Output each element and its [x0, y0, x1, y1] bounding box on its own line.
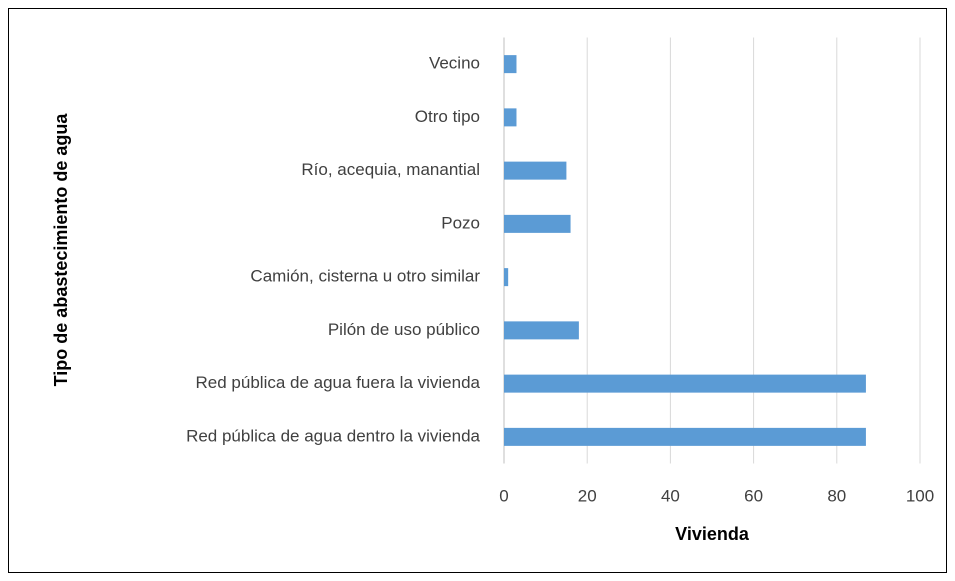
x-tick-label: 20 — [578, 486, 597, 505]
y-tick-label: Pozo — [441, 213, 480, 232]
bar — [504, 108, 517, 127]
y-tick-label: Red pública de agua fuera la vivienda — [196, 373, 481, 392]
bar — [504, 214, 571, 233]
bar — [504, 268, 509, 287]
y-tick-label: Red pública de agua dentro la vivienda — [186, 426, 480, 445]
x-tick-label: 0 — [499, 486, 508, 505]
bar — [504, 55, 517, 74]
bar — [504, 321, 579, 340]
x-tick-label: 40 — [661, 486, 680, 505]
y-tick-label: Otro tipo — [415, 107, 480, 126]
y-tick-label: Camión, cisterna u otro similar — [250, 267, 480, 286]
bar — [504, 427, 866, 446]
x-axis-title: Vivienda — [675, 524, 750, 544]
y-tick-label: Río, acequia, manantial — [301, 160, 480, 179]
bar — [504, 161, 567, 180]
x-tick-label: 60 — [744, 486, 763, 505]
x-tick-label: 80 — [827, 486, 846, 505]
y-axis-title: Tipo de abastecimiento de agua — [51, 113, 71, 387]
y-tick-label: Pilón de uso público — [328, 320, 480, 339]
x-tick-label: 100 — [906, 486, 934, 505]
bar — [504, 374, 866, 393]
chart-frame — [8, 8, 947, 573]
y-tick-label: Vecino — [429, 54, 480, 73]
